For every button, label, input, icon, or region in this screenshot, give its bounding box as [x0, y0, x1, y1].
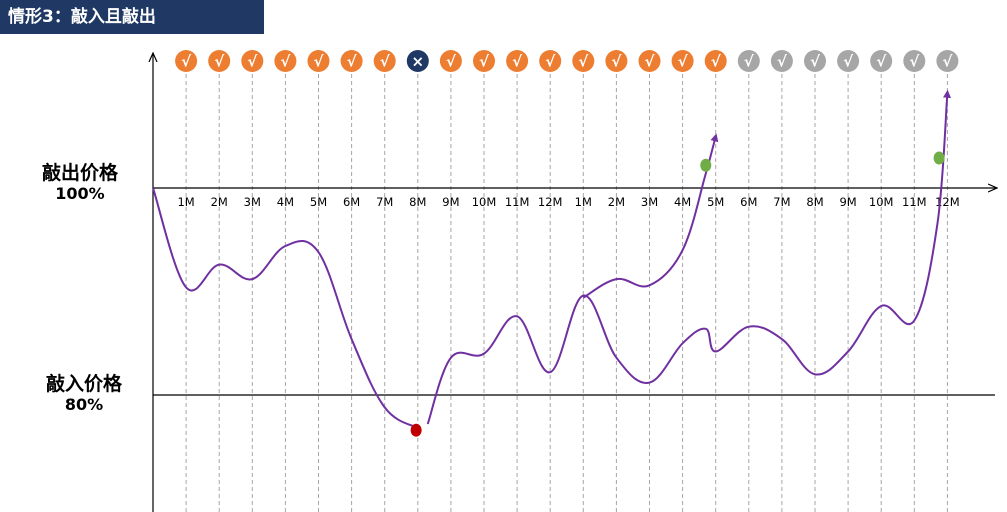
observation-pass-icon	[340, 50, 363, 72]
observation-pass-icon	[373, 50, 396, 72]
x-tick-label: 4M	[277, 195, 294, 209]
observation-pass-icon	[307, 50, 330, 72]
observation-pass-icon	[704, 50, 727, 72]
observation-mark: √	[347, 53, 358, 71]
knock-in-point	[410, 423, 422, 437]
observation-pending-icon	[804, 50, 826, 72]
observation-mark: √	[578, 53, 589, 71]
knockout-level-label: 敲出价格 100%	[20, 162, 140, 204]
observation-pending-icon	[770, 50, 793, 72]
x-tick-label: 8M	[806, 195, 823, 209]
observation-mark: √	[214, 53, 225, 71]
observation-pass-icon	[539, 50, 562, 72]
knockout-level-name: 敲出价格	[41, 162, 118, 184]
event-points	[410, 151, 945, 437]
knock-out-point	[933, 151, 945, 165]
observation-pass-icon	[274, 50, 297, 72]
observation-mark: √	[644, 53, 655, 71]
observation-pending-icon	[737, 50, 760, 72]
x-tick-label: 1M	[575, 195, 592, 209]
observation-pass-icon	[671, 50, 694, 72]
observation-mark: √	[777, 53, 788, 71]
observation-pass-icon	[241, 50, 264, 72]
observation-mark: √	[313, 53, 324, 71]
observation-pass-icon	[572, 50, 595, 72]
observation-pending-icon	[903, 50, 926, 72]
x-tick-label: 11M	[902, 195, 927, 209]
observation-mark: √	[611, 53, 622, 71]
observation-mark: √	[909, 53, 920, 71]
x-tick-label: 9M	[839, 195, 856, 209]
observation-pass-icon	[638, 50, 661, 72]
observation-mark: √	[678, 53, 689, 71]
observation-fail-icon	[406, 50, 429, 72]
x-tick-label: 7M	[376, 195, 393, 209]
observation-pass-icon	[506, 50, 529, 72]
axes	[153, 54, 996, 512]
chart-title: 情形3：敲入且敲出	[0, 0, 264, 34]
observation-mark: √	[280, 53, 291, 71]
gridlines	[185, 60, 948, 512]
x-tick-label: 1M	[177, 195, 194, 209]
x-tick-label: 3M	[641, 195, 658, 209]
price-path-line	[426, 89, 952, 425]
observation-mark: √	[843, 53, 854, 71]
observation-mark: √	[446, 53, 457, 71]
x-tick-label: 10M	[869, 195, 894, 209]
x-tick-label: 6M	[740, 195, 757, 209]
x-tick-label: 5M	[707, 195, 724, 209]
observation-mark: √	[545, 53, 556, 71]
knockin-level-label: 敲入价格 80%	[24, 373, 144, 415]
observation-pending-icon	[936, 50, 959, 72]
observation-mark: √	[744, 53, 755, 71]
observation-mark: √	[810, 53, 821, 71]
x-tick-label: 2M	[608, 195, 625, 209]
x-tick-label: 11M	[505, 195, 530, 209]
observation-pass-icon	[208, 50, 231, 72]
x-tick-label: 4M	[674, 195, 691, 209]
x-tick-label: 3M	[244, 195, 261, 209]
x-tick-label: 2M	[211, 195, 228, 209]
observation-mark: √	[181, 53, 192, 71]
observation-mark: ×	[412, 53, 425, 71]
x-tick-label: 12M	[538, 195, 563, 209]
knockout-level-value: 100%	[55, 184, 105, 203]
observation-mark: √	[512, 53, 523, 71]
x-tick-label: 5M	[310, 195, 327, 209]
x-tick-label: 9M	[442, 195, 459, 209]
x-tick-label: 10M	[472, 195, 497, 209]
observation-marks: √ √ √ √ √ √ √ × √ √ √ √ √ √ √ √ √ √ √ √ √ √ √ √	[175, 50, 959, 72]
observation-mark: √	[711, 53, 722, 71]
price-path-line	[152, 187, 419, 429]
observation-mark: √	[942, 53, 953, 71]
observation-mark: √	[876, 53, 887, 71]
observation-mark: √	[247, 53, 258, 71]
observation-pass-icon	[439, 50, 462, 72]
x-tick-label: 6M	[343, 195, 360, 209]
x-tick-label: 8M	[409, 195, 426, 209]
observation-pass-icon	[605, 50, 628, 72]
observation-mark: √	[380, 53, 391, 71]
knockin-level-name: 敲入价格	[45, 373, 122, 395]
knock-out-point	[700, 158, 712, 172]
observation-pending-icon	[870, 50, 893, 72]
observation-pass-icon	[175, 50, 198, 72]
x-tick-labels: 1M 2M 3M 4M 5M 6M 7M 8M 9M 10M 11M 12M 1M 2M 3M 4M 5M 6M 7…	[177, 195, 959, 209]
knockin-level-value: 80%	[64, 395, 104, 414]
x-tick-label: 7M	[773, 195, 790, 209]
observation-mark: √	[479, 53, 490, 71]
observation-pending-icon	[837, 50, 860, 72]
observation-pass-icon	[473, 50, 495, 72]
